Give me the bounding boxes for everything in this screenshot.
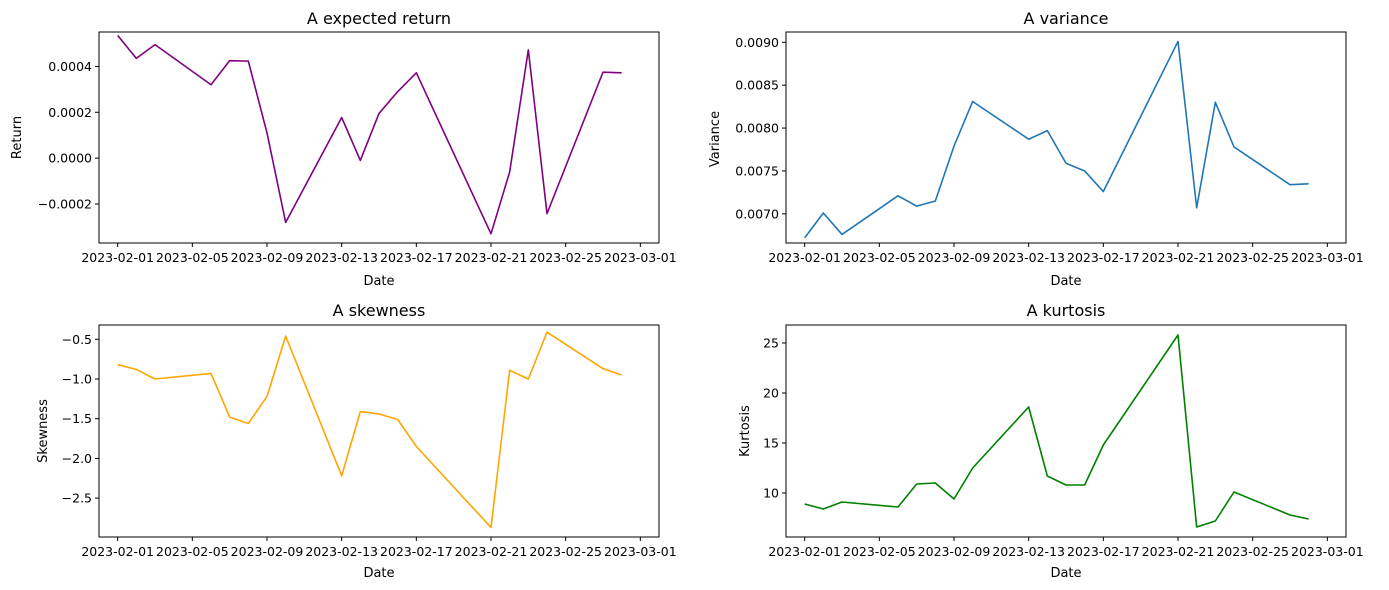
x-tick-label: 2023-02-17 <box>1067 544 1140 559</box>
y-tick-label: 25 <box>763 336 779 351</box>
y-tick-label: −2.0 <box>62 451 92 466</box>
y-tick-label: −1.0 <box>62 371 92 386</box>
x-tick-label: 2023-03-01 <box>1291 250 1364 265</box>
x-tick-label: 2023-02-17 <box>1067 250 1140 265</box>
chart-title: A skewness <box>333 301 426 320</box>
axes-frame <box>98 31 660 244</box>
x-tick-label: 2023-02-01 <box>81 544 154 559</box>
x-axis-label: Date <box>363 566 394 581</box>
y-tick-label: −0.0002 <box>38 197 92 212</box>
x-tick-label: 2023-02-01 <box>768 250 841 265</box>
y-tick-label: 0.0085 <box>735 78 779 93</box>
x-tick-label: 2023-02-21 <box>1142 250 1215 265</box>
series-line <box>804 334 1309 528</box>
y-tick-label: 0.0070 <box>735 206 779 221</box>
axes-frame <box>785 31 1347 244</box>
x-tick-label: 2023-03-01 <box>604 250 677 265</box>
x-tick-label: 2023-02-25 <box>529 250 602 265</box>
axes-frame <box>785 324 1347 538</box>
chart-title: A expected return <box>307 9 451 28</box>
plot-area: 2023-02-01 2023-02-05 2023-02-09 2023-02-13… <box>763 324 1364 559</box>
x-tick-label: 2023-02-17 <box>380 250 453 265</box>
x-tick-label: 2023-02-09 <box>918 250 991 265</box>
chart-title: A variance <box>1024 9 1109 28</box>
x-tick-label: 2023-02-13 <box>992 544 1065 559</box>
y-tick-label: 0.0004 <box>48 59 92 74</box>
y-tick-label: 0.0090 <box>735 35 779 50</box>
x-tick-label: 2023-02-25 <box>529 544 602 559</box>
series-line <box>117 34 622 235</box>
x-tick-label: 2023-02-17 <box>380 544 453 559</box>
x-tick-label: 2023-02-13 <box>305 544 378 559</box>
x-tick-label: 2023-02-21 <box>455 250 528 265</box>
x-axis-label: Date <box>363 274 394 289</box>
x-tick-label: 2023-02-05 <box>156 250 229 265</box>
x-tick-label: 2023-02-13 <box>305 250 378 265</box>
y-tick-label: 0.0080 <box>735 121 779 136</box>
series-line <box>804 40 1309 239</box>
x-tick-label: 2023-02-09 <box>231 544 304 559</box>
y-axis-label: Kurtosis <box>738 405 753 457</box>
axes-frame <box>98 324 660 538</box>
y-tick-label: 10 <box>763 486 779 501</box>
subplot-skewness: A skewness 2023-02-01 2023-02-05 2023-02-0… <box>36 301 677 581</box>
subplot-kurtosis: A kurtosis 2023-02-01 2023-02-05 2023-02-0… <box>738 301 1364 581</box>
y-axis-label: Return <box>10 116 25 159</box>
y-axis-label: Skewness <box>36 399 51 463</box>
y-tick-label: −2.5 <box>62 491 92 506</box>
y-axis-label: Variance <box>708 111 723 167</box>
x-tick-label: 2023-02-25 <box>1216 544 1289 559</box>
y-tick-label: −0.5 <box>62 332 92 347</box>
x-tick-label: 2023-02-01 <box>768 544 841 559</box>
x-tick-label: 2023-02-13 <box>992 250 1065 265</box>
plot-area: 2023-02-01 2023-02-05 2023-02-09 2023-02-13… <box>62 324 677 559</box>
series-line <box>117 331 622 529</box>
subplot-expected-return: A expected return 2023-02-01 2023-02-05 20… <box>10 9 677 289</box>
x-tick-label: 2023-02-05 <box>843 544 916 559</box>
x-tick-label: 2023-02-05 <box>843 250 916 265</box>
x-axis-label: Date <box>1050 566 1081 581</box>
plot-area: 2023-02-01 2023-02-05 2023-02-09 2023-02-13… <box>38 31 677 265</box>
y-tick-label: −1.5 <box>62 411 92 426</box>
x-tick-label: 2023-02-21 <box>455 544 528 559</box>
x-tick-label: 2023-02-21 <box>1142 544 1215 559</box>
x-tick-label: 2023-03-01 <box>1291 544 1364 559</box>
y-tick-label: 0.0075 <box>735 163 779 178</box>
y-tick-label: 0.0002 <box>48 105 92 120</box>
x-tick-label: 2023-03-01 <box>604 544 677 559</box>
x-axis-label: Date <box>1050 274 1081 289</box>
y-tick-label: 0.0000 <box>48 151 92 166</box>
x-tick-label: 2023-02-25 <box>1216 250 1289 265</box>
x-tick-label: 2023-02-09 <box>231 250 304 265</box>
plot-area: 2023-02-01 2023-02-05 2023-02-09 2023-02-13… <box>735 31 1364 265</box>
x-tick-label: 2023-02-05 <box>156 544 229 559</box>
subplot-variance: A variance 2023-02-01 2023-02-05 2023-02-0… <box>708 9 1364 289</box>
x-tick-label: 2023-02-09 <box>918 544 991 559</box>
y-tick-label: 15 <box>763 436 779 451</box>
x-tick-label: 2023-02-01 <box>81 250 154 265</box>
y-tick-label: 20 <box>763 386 779 401</box>
chart-title: A kurtosis <box>1027 301 1106 320</box>
